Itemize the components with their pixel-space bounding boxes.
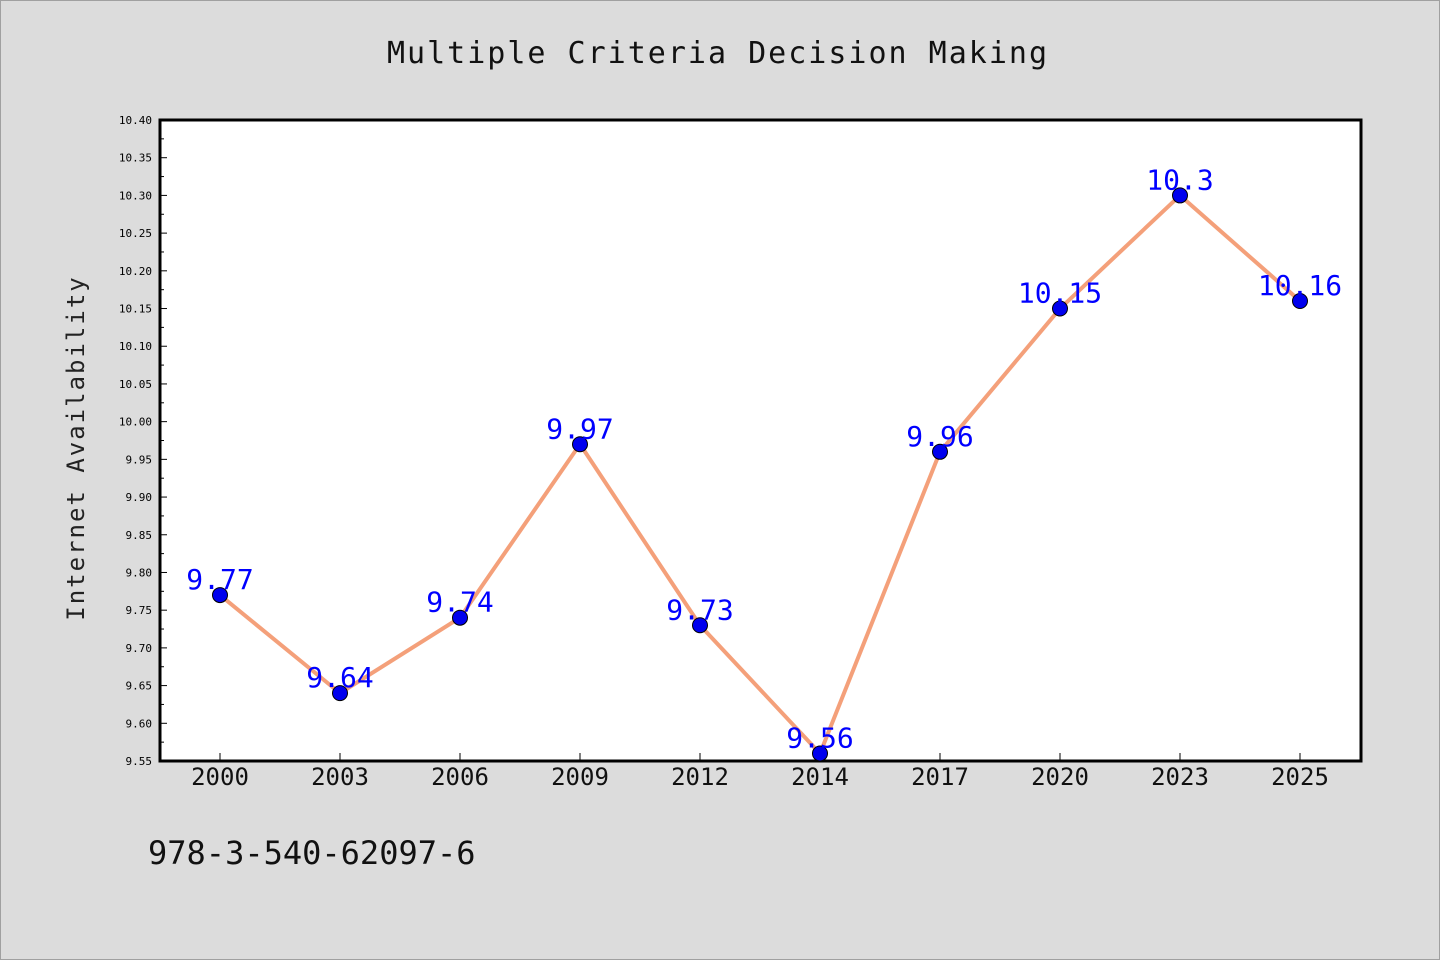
x-tick-label: 2025 <box>1271 763 1329 791</box>
data-label: 9.56 <box>786 721 853 754</box>
footer-isbn: 978-3-540-62097-6 <box>148 834 476 872</box>
data-point <box>692 617 708 634</box>
y-tick-label: 9.75 <box>126 604 153 617</box>
data-point <box>332 685 348 702</box>
data-label: 10.3 <box>1146 163 1213 196</box>
y-tick-label: 10.30 <box>119 189 152 202</box>
data-point <box>212 587 228 604</box>
x-tick-label: 2020 <box>1031 763 1089 791</box>
data-label: 9.77 <box>186 563 253 596</box>
y-tick-label: 9.60 <box>126 717 153 730</box>
data-label: 10.16 <box>1258 269 1342 302</box>
x-tick-label: 2017 <box>911 763 969 791</box>
y-tick-label: 9.95 <box>126 453 153 466</box>
y-tick-label: 10.25 <box>119 227 152 240</box>
data-label: 9.64 <box>306 661 373 694</box>
y-tick-label: 9.70 <box>126 642 153 655</box>
y-tick-label: 9.85 <box>126 529 153 542</box>
x-tick-label: 2023 <box>1151 763 1209 791</box>
y-axis: 9.55 9.60 9.65 9.70 9.75 9.80 9.85 9.90 9.95 10.0… <box>119 114 167 768</box>
y-tick-label: 10.10 <box>119 340 152 353</box>
series-line <box>218 193 1302 756</box>
x-tick-label: 2014 <box>791 763 849 791</box>
data-label: 9.74 <box>426 586 493 619</box>
y-tick-label: 10.00 <box>119 416 152 429</box>
x-axis: 2000 2003 2006 2009 2012 2014 2017 2020 2023 2025 <box>191 753 1329 791</box>
y-tick-label: 9.90 <box>126 491 153 504</box>
data-label: 9.97 <box>546 412 613 445</box>
y-tick-label: 10.15 <box>119 303 152 316</box>
x-tick-label: 2006 <box>431 763 489 791</box>
data-label: 9.73 <box>666 593 733 626</box>
x-tick-label: 2003 <box>311 763 369 791</box>
x-tick-label: 2000 <box>191 763 249 791</box>
y-tick-label: 10.35 <box>119 152 152 165</box>
y-axis-label: Internet Availability <box>62 275 90 620</box>
plot-area <box>158 118 1363 763</box>
data-point <box>932 443 948 460</box>
y-tick-label: 10.20 <box>119 265 152 278</box>
data-label: 10.15 <box>1018 277 1102 310</box>
y-tick-label: 9.80 <box>126 566 153 579</box>
series-layer <box>212 187 1308 762</box>
data-point <box>1292 292 1308 309</box>
x-tick-label: 2009 <box>551 763 609 791</box>
data-point <box>1052 300 1068 317</box>
data-labels: 9.77 9.64 9.74 9.97 9.73 9.56 9.96 10.15 10.3 10.… <box>186 163 1342 754</box>
y-tick-label: 10.05 <box>119 378 152 391</box>
data-point <box>572 436 588 453</box>
y-tick-label: 9.55 <box>126 755 153 768</box>
chart-title: Multiple Criteria Decision Making <box>387 36 1049 71</box>
data-point <box>812 745 828 762</box>
y-tick-label: 9.65 <box>126 680 153 693</box>
x-tick-label: 2012 <box>671 763 729 791</box>
data-label: 9.96 <box>906 420 973 453</box>
y-tick-label: 10.40 <box>119 114 152 127</box>
data-point <box>452 609 468 626</box>
data-point <box>1172 187 1188 204</box>
